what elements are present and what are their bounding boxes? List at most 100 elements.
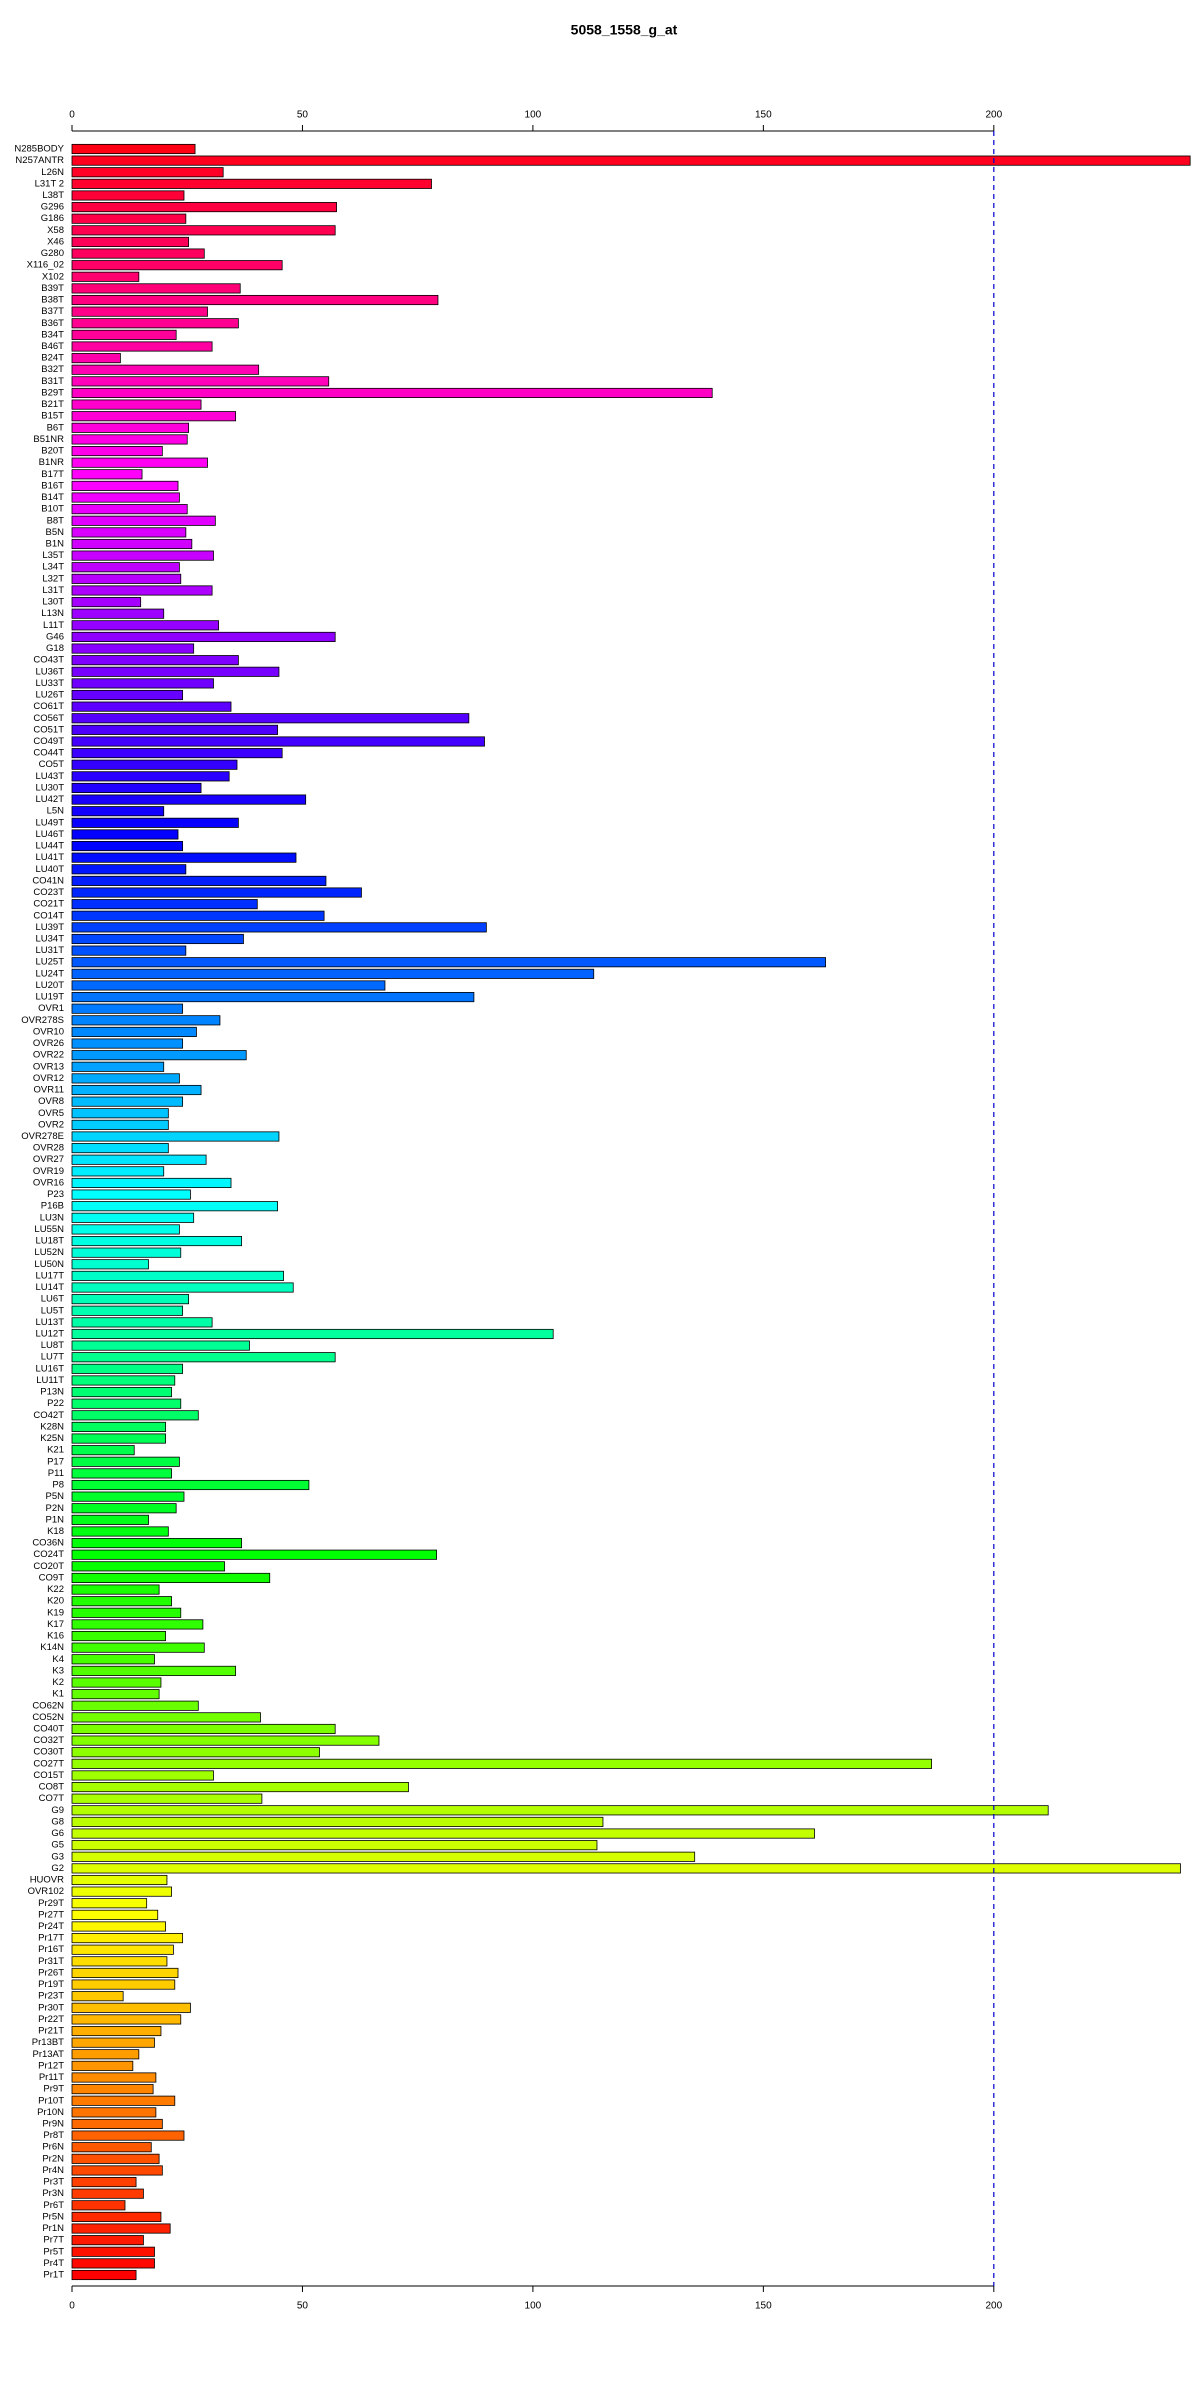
y-tick-label: CO49T [33, 736, 64, 747]
bar [71, 1793, 263, 1804]
y-tick-label: LU25T [35, 957, 64, 968]
bar [71, 1317, 213, 1328]
x-tick-label: 150 [755, 2301, 772, 2312]
y-tick-label: K14N [40, 1642, 64, 1653]
bar [71, 748, 283, 759]
y-tick-label: Pr5T [43, 2246, 64, 2257]
bar [71, 840, 184, 852]
bar [71, 2014, 182, 2025]
y-tick-label: LU41T [35, 852, 64, 863]
y-tick-label: L31T [42, 585, 64, 596]
bar [71, 1224, 180, 1235]
bar [71, 666, 280, 677]
y-tick-label: CO44T [33, 748, 64, 759]
bar [71, 736, 485, 747]
bar [71, 899, 258, 910]
y-tick-label: LU26T [35, 690, 64, 701]
y-tick-label: CO5T [39, 759, 65, 770]
y-tick-label: G3 [51, 1851, 64, 1862]
y-tick-label: B20T [41, 446, 64, 457]
y-tick-label: K22 [47, 1584, 64, 1595]
y-tick-label: L32T [42, 573, 64, 584]
y-tick-label: Pr30T [38, 2002, 64, 2013]
y-tick-label: Pr3T [43, 2177, 64, 2188]
x-tick-label: 50 [297, 110, 309, 121]
y-tick-label: B6T [47, 422, 65, 433]
y-tick-label: Pr13BT [32, 2037, 64, 2048]
bar [71, 480, 179, 491]
y-tick-label: B32T [41, 364, 64, 375]
y-tick-label: Pr9N [42, 2118, 64, 2129]
bar [71, 364, 260, 375]
x-tick-label: 200 [985, 110, 1002, 121]
y-tick-label: Pr1T [43, 2270, 64, 2281]
y-tick-label: K19 [47, 1607, 64, 1618]
y-tick-label: CO52N [32, 1712, 64, 1723]
bar [71, 1294, 190, 1305]
y-tick-label: K3 [52, 1665, 64, 1676]
y-tick-label: LU49T [35, 817, 64, 828]
bar [71, 1143, 169, 1154]
bar [71, 1398, 182, 1409]
y-tick-label: CO7T [39, 1793, 65, 1804]
y-tick-label: OVR278S [21, 1015, 64, 1026]
bar [71, 1096, 184, 1107]
y-tick-label: X46 [47, 236, 64, 247]
bar [71, 550, 214, 561]
bar [71, 1863, 1181, 1874]
bar [71, 1328, 554, 1340]
bar [71, 1735, 380, 1746]
bar [71, 689, 184, 701]
y-tick-label: LU30T [35, 782, 64, 793]
bar [71, 782, 202, 794]
y-tick-label: B1N [46, 539, 65, 550]
bar [71, 794, 307, 805]
y-tick-label: CO61T [33, 701, 64, 712]
bar [71, 1561, 225, 1572]
bar [71, 1340, 250, 1351]
bar [71, 1050, 247, 1061]
bar [71, 1665, 237, 1676]
bar [71, 933, 244, 945]
bar [71, 759, 238, 770]
y-tick-label: N285BODY [14, 144, 64, 155]
bar [71, 399, 202, 410]
bar [71, 2211, 162, 2222]
y-tick-label: Pr16T [38, 1944, 64, 1955]
bar [71, 1584, 160, 1595]
bar [71, 1026, 197, 1037]
y-tick-label: OVR13 [33, 1061, 64, 1072]
y-tick-label: Pr7T [43, 2235, 64, 2246]
y-tick-label: P23 [47, 1189, 64, 1200]
y-tick-label: B16T [41, 480, 64, 491]
y-tick-label: G46 [46, 631, 64, 642]
bar [71, 829, 179, 840]
y-tick-label: LU17T [35, 1270, 64, 1281]
y-tick-label: B37T [41, 306, 64, 317]
bar [71, 1421, 166, 1432]
y-tick-label: B15T [41, 411, 64, 422]
y-tick-label: P22 [47, 1398, 64, 1409]
bar [71, 515, 216, 526]
bar [71, 992, 475, 1003]
bar [71, 1212, 195, 1223]
bar [71, 376, 330, 387]
bar [71, 945, 187, 956]
bar [71, 1979, 176, 1990]
y-tick-label: Pr29T [38, 1898, 64, 1909]
x-tick-label: 50 [297, 2301, 309, 2312]
y-tick-label: CO14T [33, 910, 64, 921]
y-tick-label: OVR5 [38, 1108, 64, 1119]
bar [71, 2060, 134, 2071]
bar [71, 1235, 243, 1247]
bar [71, 1909, 159, 1920]
bar [71, 2258, 155, 2269]
y-tick-label: LU14T [35, 1282, 64, 1293]
y-tick-label: CO51T [33, 724, 64, 735]
y-tick-label: OVR1 [38, 1003, 64, 1014]
bar [71, 1805, 1049, 1816]
bar [71, 1758, 932, 1769]
y-tick-label: CO41N [32, 875, 64, 886]
bar [71, 1003, 184, 1014]
y-tick-label: B1NR [39, 457, 64, 468]
